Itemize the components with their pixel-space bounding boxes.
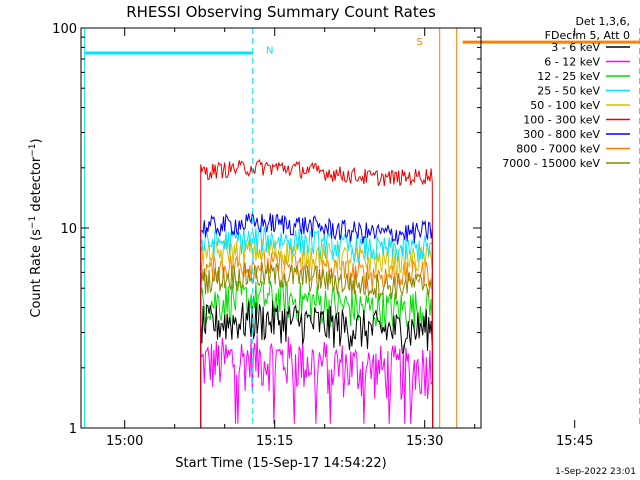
data-layer — [200, 158, 434, 429]
y-tick-label-0: 1 — [69, 422, 77, 437]
x-tick-label-0: 15:00 — [106, 434, 143, 449]
series-3 — [200, 226, 434, 429]
legend-header-2: FDecim 5, Att 0 — [545, 29, 630, 42]
legend-header-1: Det 1,3,6, — [575, 15, 630, 28]
series-8-trace-0 — [200, 262, 434, 429]
series-4 — [200, 238, 434, 429]
legend-label-5: 100 - 300 keV — [523, 114, 600, 127]
y-axis-label: Count Rate (s−1 detector−1) — [28, 138, 44, 317]
x-tick-label-1: 15:15 — [256, 434, 293, 449]
series-4-trace-0 — [200, 238, 434, 429]
footer-date: 1-Sep-2022 23:01 — [555, 467, 636, 477]
legend-label-1: 6 - 12 keV — [544, 56, 600, 69]
legend-label-7: 800 - 7000 keV — [516, 143, 600, 156]
legend-label-8: 7000 - 15000 keV — [502, 157, 600, 170]
x-tick-label-3: 15:45 — [556, 434, 593, 449]
legend-label-3: 25 - 50 keV — [537, 85, 600, 98]
series-6 — [200, 211, 434, 429]
legend-label-0: 3 - 6 keV — [551, 41, 600, 54]
y-tick-label-2: 100 — [52, 22, 77, 37]
series-0-trace-0 — [200, 300, 434, 429]
series-1-trace-0 — [200, 334, 434, 429]
legend: Det 1,3,6, FDecim 5, Att 0 3 - 6 keV 6 - … — [502, 15, 630, 170]
series-6-trace-0 — [200, 211, 434, 429]
series-5 — [200, 158, 434, 429]
tick-layer: 15:0015:1515:3015:4516:0016:1516:3011010… — [52, 22, 593, 449]
series-2 — [200, 280, 434, 429]
series-3-trace-0 — [200, 226, 434, 429]
x-axis-label: Start Time (15-Sep-17 14:54:22) — [175, 456, 386, 471]
legend-label-6: 300 - 800 keV — [523, 128, 600, 141]
chart-title: RHESSI Observing Summary Count Rates — [126, 3, 436, 21]
legend-label-2: 12 - 25 keV — [537, 70, 600, 83]
plot-frame — [80, 27, 482, 429]
x-tick-label-2: 15:30 — [406, 434, 443, 449]
legend-label-4: 50 - 100 keV — [530, 99, 600, 112]
series-1 — [200, 334, 434, 429]
series-5-trace-0 — [200, 158, 434, 429]
series-8 — [200, 262, 434, 429]
y-tick-label-1: 10 — [60, 222, 77, 237]
annotation-label-1: S — [417, 37, 423, 48]
series-0 — [200, 300, 434, 429]
annotation-label-0: N — [266, 46, 273, 57]
